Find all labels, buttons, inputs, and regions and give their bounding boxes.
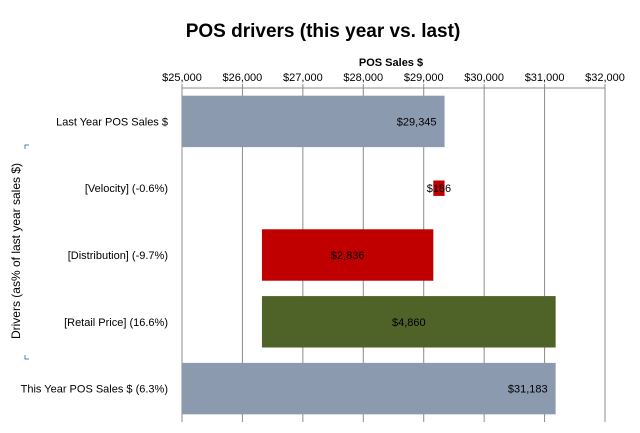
chart-title: POS drivers (this year vs. last) — [186, 21, 461, 42]
bar — [182, 95, 445, 148]
category-labels: Last Year POS Sales $ [Velocity] (-0.6%) [… — [21, 116, 168, 395]
bars — [182, 95, 556, 415]
data-labels: $29,345 $186 $2,836 $4,860 $31,183 — [331, 116, 548, 395]
data-label: $4,860 — [392, 317, 426, 329]
data-label: $31,183 — [508, 384, 548, 396]
x-tick-label: $26,000 — [223, 72, 263, 84]
category-label: [Retail Price] (16.6%) — [64, 317, 168, 329]
category-label: Last Year POS Sales $ — [56, 116, 168, 128]
x-tick-label: $30,000 — [464, 72, 504, 84]
x-tick-label: $31,000 — [525, 72, 565, 84]
bar — [433, 180, 445, 196]
x-tick-label: $28,000 — [343, 72, 383, 84]
data-label: $29,345 — [397, 116, 437, 128]
x-axis-ticks: $25,000 $26,000 $27,000 $28,000 $29,000 $30,0… — [162, 72, 625, 89]
category-label: This Year POS Sales $ (6.3%) — [21, 384, 168, 396]
bar — [261, 229, 434, 281]
bar — [261, 296, 556, 348]
category-label: [Distribution] (-9.7%) — [68, 250, 168, 262]
category-label: [Velocity] (-0.6%) — [85, 183, 168, 195]
data-label: $2,836 — [331, 250, 365, 262]
x-tick-label: $25,000 — [162, 72, 202, 84]
y-axis-title: Drivers (as% of last year sales $) — [9, 163, 23, 339]
x-tick-label: $29,000 — [404, 72, 444, 84]
data-label: $186 — [427, 183, 451, 195]
bar — [182, 362, 556, 415]
x-tick-label: $32,000 — [585, 72, 625, 84]
x-axis-title: POS Sales $ — [359, 57, 423, 69]
y-axis-bracket — [24, 144, 29, 360]
x-tick-label: $27,000 — [283, 72, 323, 84]
